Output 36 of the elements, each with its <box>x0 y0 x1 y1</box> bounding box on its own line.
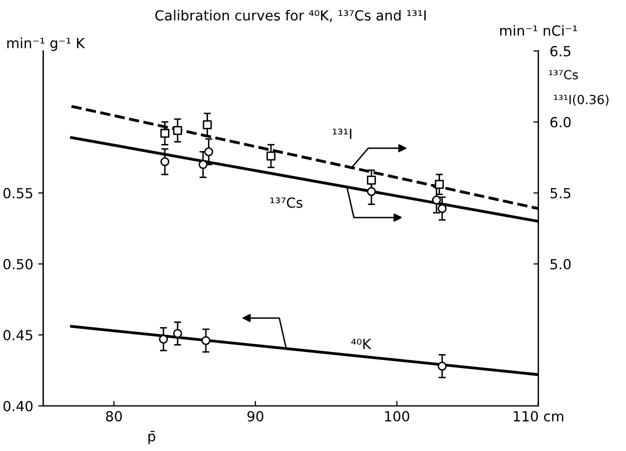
series-label: ¹³⁷Cs <box>270 197 302 208</box>
point <box>158 334 168 344</box>
y-axis-title: min⁻¹ g⁻¹ K <box>7 38 86 51</box>
point <box>438 204 447 214</box>
text: ¹³¹I(0.36) <box>554 94 608 106</box>
point <box>201 336 210 346</box>
x-tick-label: 90 <box>247 411 264 422</box>
point <box>204 147 214 156</box>
text: ¹³⁷Cs <box>549 70 578 80</box>
x-axis-title: p̄ <box>148 430 156 444</box>
x-tick-label: 110 cm <box>514 411 564 422</box>
point <box>160 128 170 138</box>
point <box>438 362 447 371</box>
y2-tick-label: 6.5 <box>550 46 570 56</box>
point <box>173 328 182 338</box>
series-label: ¹³¹I <box>332 128 352 139</box>
y-tick-label: 0.55 <box>3 188 32 198</box>
y2-tick-label: 5.5 <box>550 188 570 198</box>
y2-axis-title: min⁻¹ nCi⁻¹ <box>500 25 577 36</box>
y-tick-label: 0.45 <box>3 330 32 340</box>
chart-title: Calibration curves for ⁴⁰K, ¹³⁷Cs and ¹³¹I <box>155 10 426 22</box>
point <box>266 152 276 161</box>
point <box>366 187 376 196</box>
point <box>366 176 376 185</box>
x-tick-label: 100 <box>385 411 410 422</box>
point <box>202 120 212 130</box>
point <box>198 160 208 170</box>
y-tick-label: 0.50 <box>3 258 33 270</box>
y-tick-label: 0.40 <box>3 400 33 412</box>
x-tick-label: 80 <box>106 411 122 422</box>
point <box>173 126 182 135</box>
y2-tick-label: 5.0 <box>550 258 571 270</box>
y2-tick-label: 6.0 <box>550 116 571 128</box>
point <box>434 180 444 189</box>
series-label: ⁴⁰K <box>351 338 372 350</box>
point <box>160 157 170 166</box>
